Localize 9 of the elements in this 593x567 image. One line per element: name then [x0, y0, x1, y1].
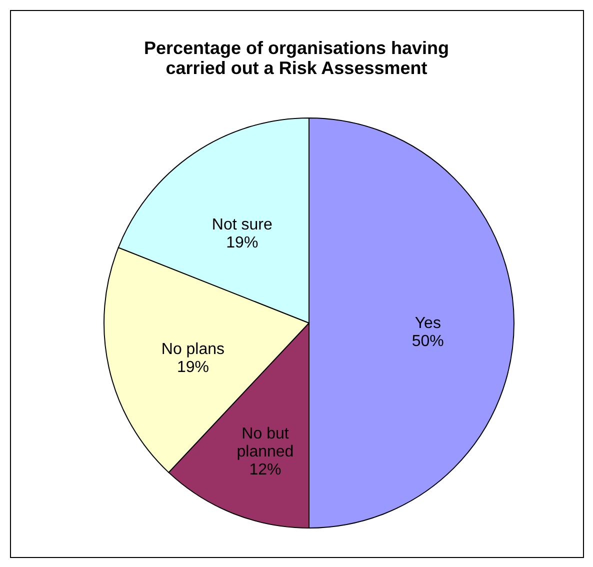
chart-title: Percentage of organisations having carried out a Risk Assessment — [144, 38, 450, 78]
slice-label: No but planned — [236, 426, 294, 461]
data-label: 50% — [412, 333, 444, 350]
slice-label: No plans — [161, 340, 225, 358]
slice-label: Yes — [414, 315, 441, 332]
data-label: 19% — [226, 234, 258, 252]
data-label: 12% — [249, 462, 282, 479]
slice-label: Not sure — [212, 216, 273, 234]
data-label: 19% — [176, 358, 209, 376]
